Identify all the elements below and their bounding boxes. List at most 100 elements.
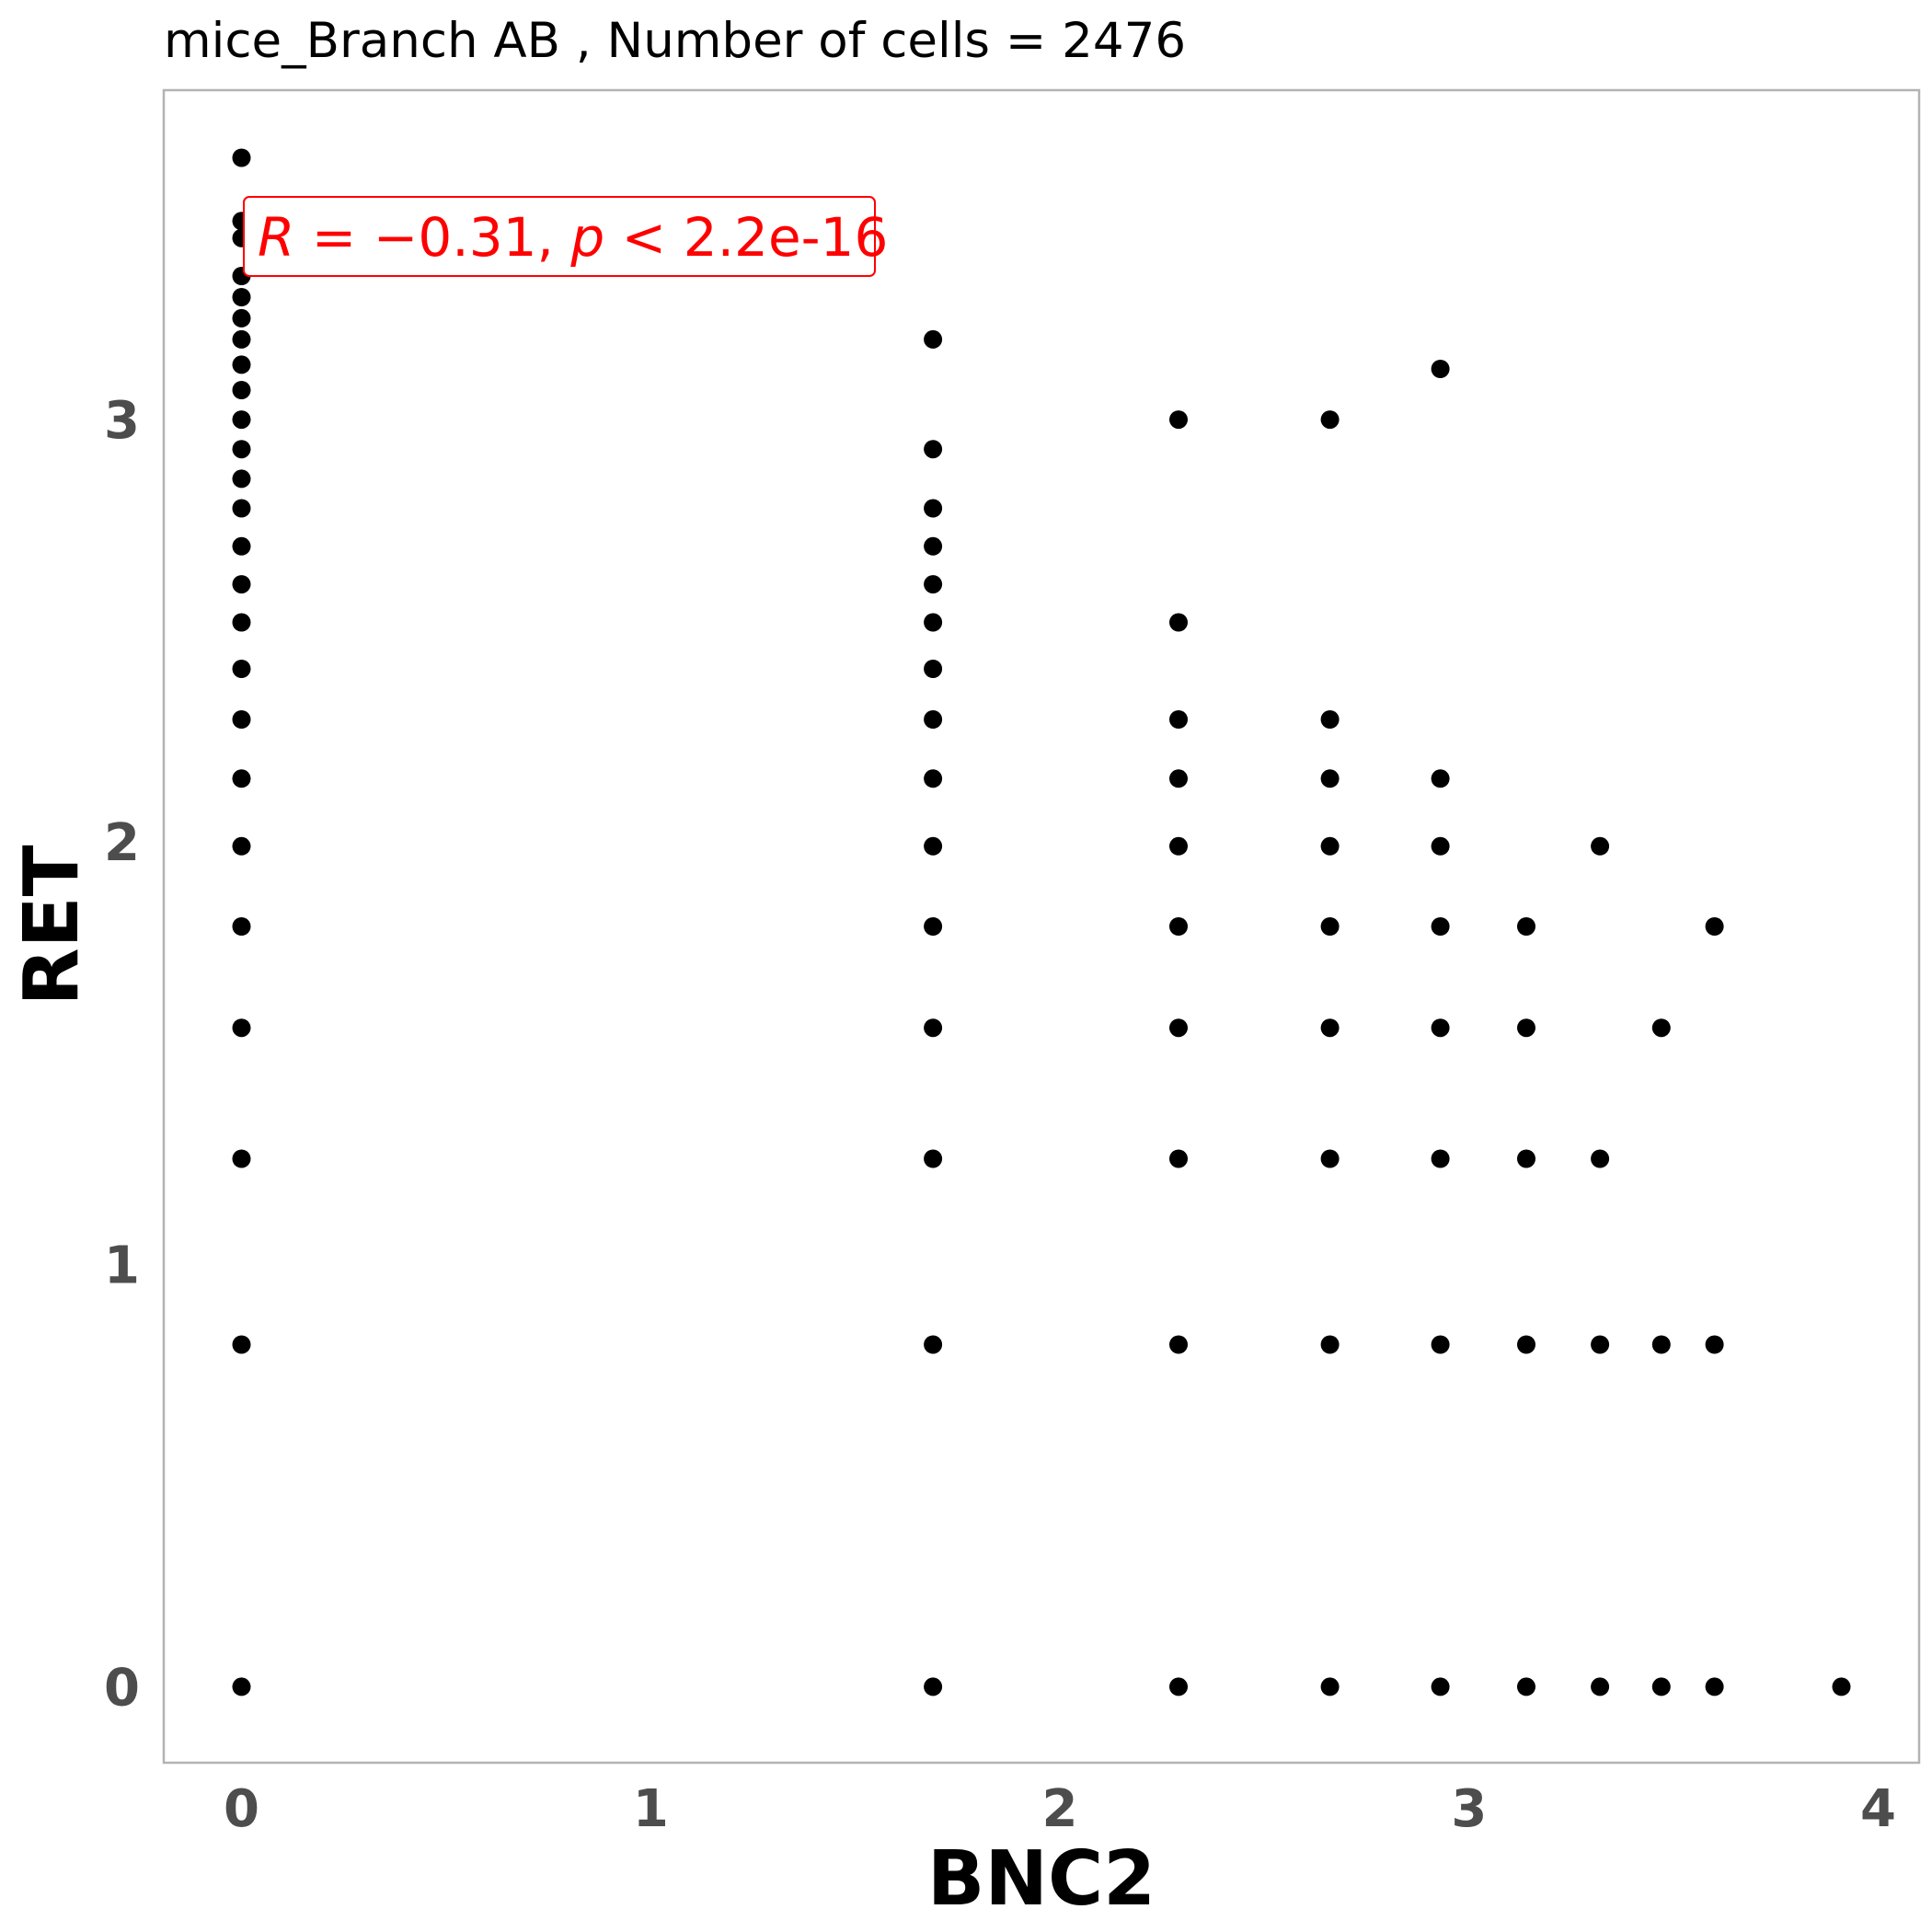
data-point-71 — [1517, 1677, 1535, 1696]
x-tick-label-2: 2 — [1042, 1779, 1078, 1839]
data-point-73 — [1591, 1149, 1610, 1168]
plot-panel — [162, 88, 1921, 1765]
data-point-8 — [232, 381, 251, 399]
data-point-56 — [1320, 1149, 1340, 1168]
x-tick-label-3: 3 — [1451, 1779, 1487, 1839]
annotation-p-value: < 2.2e-16 — [604, 206, 888, 269]
data-point-77 — [1651, 1335, 1671, 1354]
y-tick-label-1: 1 — [104, 1236, 140, 1295]
data-point-9 — [232, 410, 251, 430]
data-point-22 — [232, 1149, 251, 1168]
data-point-25 — [924, 329, 943, 349]
data-point-4 — [232, 288, 251, 306]
data-point-39 — [924, 1677, 943, 1696]
chart-title: mice_Branch AB , Number of cells = 2476 — [164, 13, 1186, 69]
x-tick-label-4: 4 — [1860, 1779, 1896, 1839]
data-point-62 — [1431, 917, 1450, 936]
data-point-50 — [1320, 410, 1340, 430]
data-point-74 — [1591, 1335, 1610, 1354]
data-point-70 — [1517, 1335, 1535, 1354]
data-point-37 — [924, 1149, 943, 1168]
data-point-7 — [232, 355, 251, 374]
data-point-33 — [924, 769, 943, 788]
data-point-16 — [232, 660, 251, 678]
data-point-43 — [1169, 769, 1188, 788]
data-point-41 — [1169, 613, 1188, 632]
data-point-57 — [1320, 1335, 1340, 1354]
data-point-54 — [1320, 917, 1340, 936]
data-point-61 — [1431, 836, 1450, 856]
data-point-52 — [1320, 769, 1340, 788]
correlation-annotation: R = −0.31, p < 2.2e-16 — [258, 206, 888, 269]
data-point-80 — [1705, 1335, 1724, 1354]
data-point-55 — [1320, 1018, 1340, 1038]
data-point-11 — [232, 469, 251, 489]
data-point-19 — [232, 836, 251, 856]
data-point-31 — [924, 660, 943, 678]
data-point-67 — [1517, 917, 1535, 936]
correlation-annotation-box — [243, 196, 876, 277]
data-point-44 — [1169, 836, 1188, 856]
data-point-42 — [1169, 710, 1188, 729]
data-point-21 — [232, 1018, 251, 1038]
data-point-59 — [1431, 360, 1450, 378]
data-point-64 — [1431, 1149, 1450, 1168]
y-tick-label-2: 2 — [104, 813, 140, 873]
annotation-r-value: = −0.31, — [294, 206, 570, 269]
data-point-48 — [1169, 1335, 1188, 1354]
x-tick-label-0: 0 — [224, 1779, 259, 1839]
data-point-75 — [1591, 1677, 1610, 1696]
annotation-p: p — [569, 206, 604, 269]
data-point-65 — [1431, 1335, 1450, 1354]
data-point-63 — [1431, 1018, 1450, 1038]
data-point-49 — [1169, 1677, 1188, 1696]
data-point-47 — [1169, 1149, 1188, 1168]
data-point-18 — [232, 769, 251, 788]
data-point-23 — [232, 1335, 251, 1354]
data-point-78 — [1651, 1677, 1671, 1696]
data-points — [232, 148, 1851, 1696]
data-point-15 — [232, 613, 251, 632]
data-point-79 — [1705, 917, 1724, 936]
x-tick-label-1: 1 — [633, 1779, 669, 1839]
data-point-24 — [232, 1677, 251, 1696]
x-axis-label: BNC2 — [927, 1835, 1156, 1923]
data-point-35 — [924, 917, 943, 936]
data-point-28 — [924, 536, 943, 556]
data-point-32 — [924, 710, 943, 729]
data-point-76 — [1651, 1018, 1671, 1038]
data-point-12 — [232, 499, 251, 518]
data-point-46 — [1169, 1018, 1188, 1038]
data-point-34 — [924, 836, 943, 856]
y-tick-label-0: 0 — [104, 1658, 140, 1718]
annotation-r: R — [258, 206, 294, 269]
data-point-29 — [924, 575, 943, 594]
data-point-69 — [1517, 1149, 1535, 1168]
data-point-10 — [232, 440, 251, 459]
data-point-13 — [232, 536, 251, 556]
data-point-60 — [1431, 769, 1450, 788]
data-point-5 — [232, 308, 251, 328]
data-point-6 — [232, 329, 251, 349]
data-point-0 — [232, 148, 251, 167]
data-point-53 — [1320, 836, 1340, 856]
data-point-40 — [1169, 410, 1188, 430]
data-point-26 — [924, 440, 943, 459]
data-point-36 — [924, 1018, 943, 1038]
data-point-68 — [1517, 1018, 1535, 1038]
data-point-58 — [1320, 1677, 1340, 1696]
y-tick-label-3: 3 — [104, 391, 140, 451]
data-point-14 — [232, 575, 251, 594]
data-point-45 — [1169, 917, 1188, 936]
data-point-51 — [1320, 710, 1340, 729]
data-point-81 — [1705, 1677, 1724, 1696]
y-axis-label: RET — [8, 845, 96, 1006]
data-point-30 — [924, 613, 943, 632]
data-point-72 — [1591, 836, 1610, 856]
data-point-82 — [1832, 1677, 1851, 1696]
data-point-27 — [924, 499, 943, 518]
x-tick-labels: 0 1 2 3 4 — [224, 1779, 1896, 1839]
y-tick-labels: 0 1 2 3 — [104, 391, 140, 1718]
